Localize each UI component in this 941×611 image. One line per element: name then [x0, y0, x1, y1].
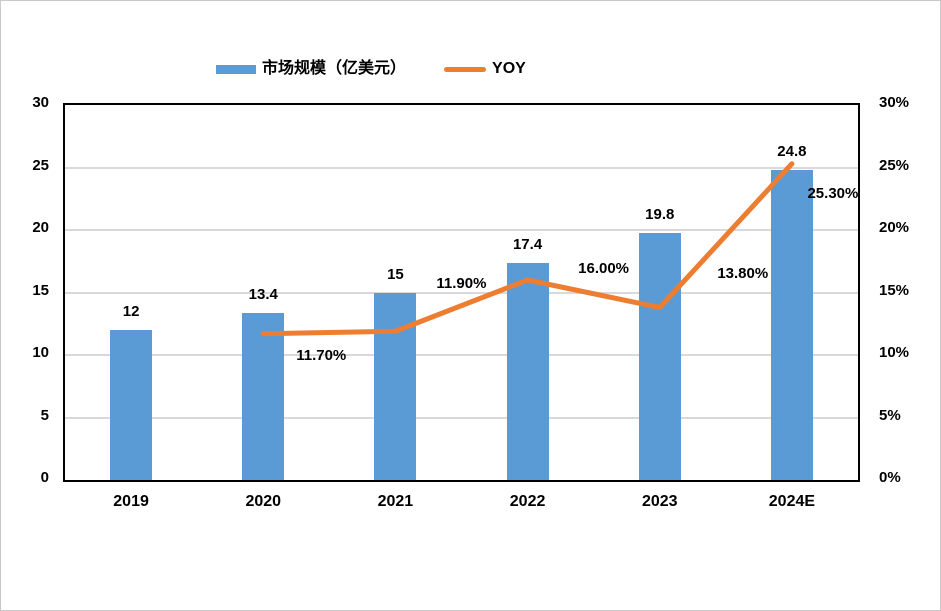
left-axis-tick: 10 [32, 344, 49, 361]
bar-value-label: 13.4 [248, 285, 278, 303]
bar-value-label: 24.8 [777, 143, 807, 160]
right-axis-tick: 30% [879, 94, 910, 111]
left-axis-tick: 30 [32, 94, 49, 111]
bar-2021 [374, 292, 417, 480]
bar-value-label: 19.8 [645, 205, 675, 223]
legend-item-yoy: YOY [444, 61, 526, 77]
line-series-swatch-icon [444, 66, 487, 72]
legend-label-yoy: YOY [492, 60, 526, 77]
x-axis-label: 2022 [509, 493, 546, 510]
gridline [65, 166, 858, 169]
chart-legend: 市场规模（亿美元） YOY [216, 55, 526, 83]
right-axis-tick: 0% [879, 469, 901, 486]
gridline [65, 229, 858, 231]
legend-item-market-size: 市场规模（亿美元） [216, 61, 406, 77]
left-axis-tick: 15 [32, 281, 49, 299]
x-axis-label: 2021 [377, 493, 414, 510]
plot-area [63, 103, 860, 482]
bar-2019 [110, 330, 153, 480]
yoy-value-label: 13.80% [717, 264, 769, 282]
yoy-value-label: 16.00% [578, 260, 630, 277]
bar-2024E [770, 170, 813, 480]
bar-series-swatch-icon [216, 64, 256, 74]
x-axis-label: 2024E [768, 493, 816, 510]
legend-label-market-size: 市场规模（亿美元） [262, 60, 407, 77]
right-axis-tick: 5% [879, 406, 901, 424]
bar-value-label: 17.4 [512, 235, 543, 253]
x-axis-label: 2019 [113, 493, 149, 510]
bar-value-label: 12 [122, 303, 140, 320]
yoy-value-label: 25.30% [807, 184, 859, 202]
x-axis-label: 2023 [641, 493, 678, 510]
left-axis-tick: 25 [32, 156, 49, 174]
bar-2020 [242, 312, 285, 480]
x-axis-label: 2020 [245, 493, 282, 510]
right-axis-tick: 15% [879, 281, 910, 299]
gridline [65, 354, 858, 356]
left-axis-tick: 0 [40, 469, 49, 486]
left-axis-tick: 5 [40, 406, 49, 424]
left-axis-tick: 20 [32, 219, 49, 236]
bar-2022 [506, 262, 549, 480]
right-axis-tick: 10% [879, 344, 910, 361]
gridline [65, 416, 858, 419]
yoy-value-label: 11.70% [296, 346, 347, 364]
right-axis-tick: 25% [879, 156, 910, 174]
right-axis-tick: 20% [879, 219, 910, 236]
yoy-value-label: 11.90% [436, 275, 487, 293]
